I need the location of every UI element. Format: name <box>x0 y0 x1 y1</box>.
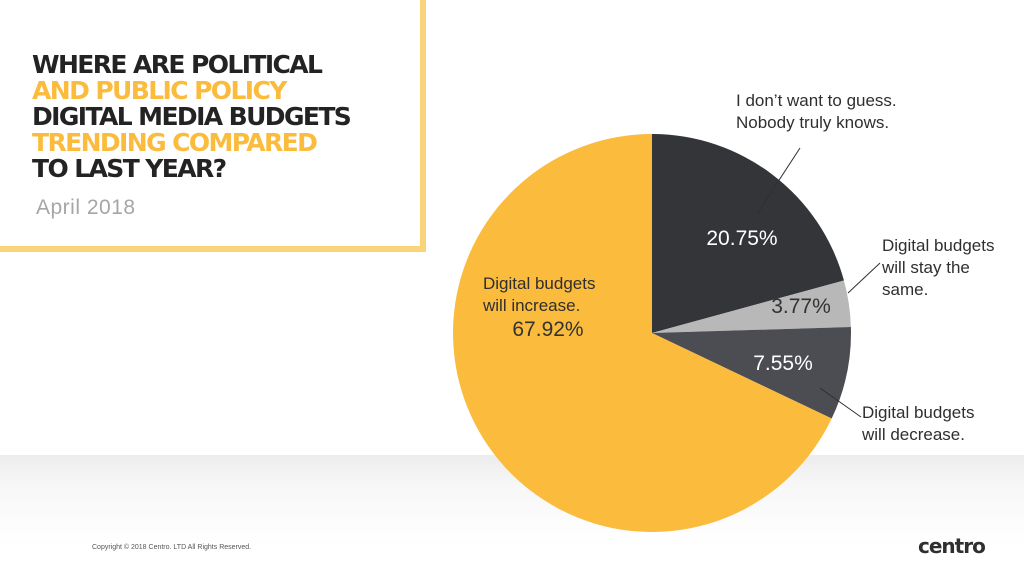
title-line-2: AND PUBLIC POLICY <box>32 76 287 105</box>
chart-title: WHERE ARE POLITICAL AND PUBLIC POLICY DI… <box>32 50 352 183</box>
copyright-text: Copyright © 2018 Centro. LTD All Rights … <box>92 544 252 551</box>
pie-slice-3 <box>652 327 851 419</box>
title-line-5: TO LAST YEAR? <box>32 154 227 183</box>
slice-value-3: 7.55% <box>753 352 813 375</box>
footer-band <box>0 455 1024 576</box>
slice-label-1: I don’t want to guess. Nobody truly knows… <box>736 91 897 132</box>
slice-value-2: 3.77% <box>771 295 831 318</box>
title-line-4: TRENDING COMPARED <box>32 128 318 157</box>
slice-label-4: Digital budgets will increase. <box>482 274 595 315</box>
slice-value-1: 20.75% <box>706 227 777 250</box>
title-panel <box>0 0 426 252</box>
centro-logo: centro <box>918 534 986 558</box>
pie-slice-4 <box>453 134 832 532</box>
leader-line-2 <box>847 262 881 294</box>
pie-slice-1 <box>652 134 844 333</box>
slice-value-4: 67.92% <box>512 318 583 341</box>
survey-date: April 2018 <box>36 196 136 219</box>
title-line-3: DIGITAL MEDIA BUDGETS <box>32 102 352 131</box>
title-line-1: WHERE ARE POLITICAL <box>32 50 323 79</box>
slice-label-3: Digital budgets will decrease. <box>861 403 974 444</box>
leader-line-3 <box>819 387 862 418</box>
pie-slice-2 <box>652 280 851 333</box>
leader-line-1 <box>756 147 801 215</box>
slice-label-2: Digital budgets will stay the same. <box>881 236 994 299</box>
